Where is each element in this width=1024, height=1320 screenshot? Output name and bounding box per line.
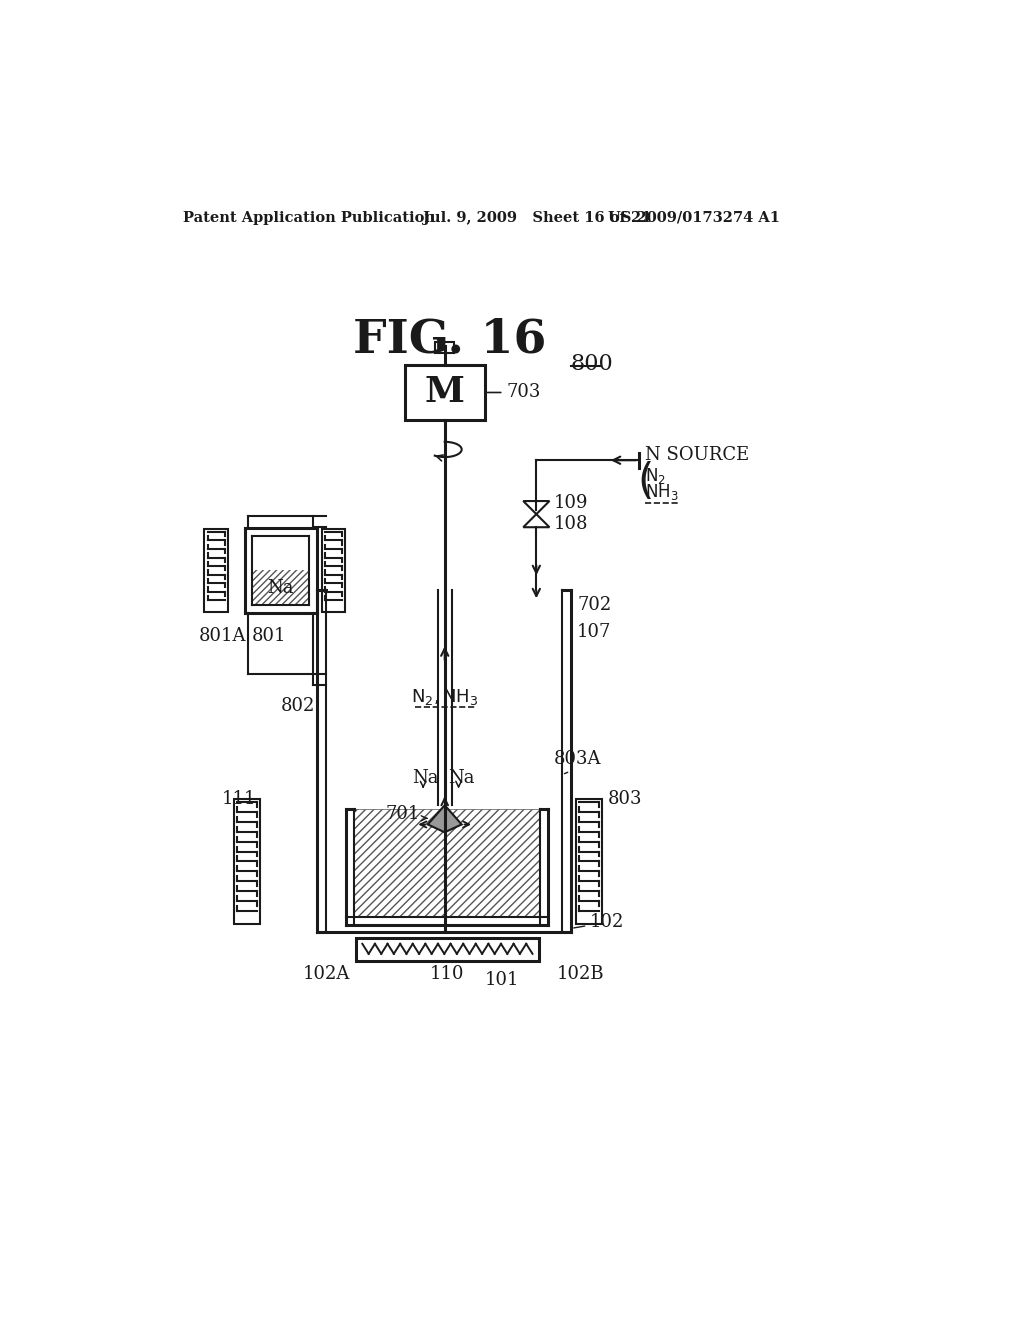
- Text: 110: 110: [430, 965, 465, 982]
- Text: 102A: 102A: [303, 965, 350, 982]
- Bar: [233, 799, 260, 924]
- Text: $\mathrm{N_2,NH_3}$: $\mathrm{N_2,NH_3}$: [411, 688, 478, 708]
- Bar: [322, 529, 345, 612]
- Text: $\mathrm{N_2}$: $\mathrm{N_2}$: [645, 466, 666, 486]
- Text: 803A: 803A: [554, 750, 601, 774]
- Text: Na: Na: [267, 578, 294, 597]
- Bar: [356, 937, 539, 961]
- Text: 101: 101: [484, 970, 519, 989]
- Text: Na: Na: [413, 770, 439, 787]
- Bar: [252, 570, 309, 605]
- Bar: [435, 342, 454, 354]
- Text: 102: 102: [573, 913, 625, 931]
- Polygon shape: [523, 502, 550, 515]
- Text: 102B: 102B: [557, 965, 605, 982]
- Polygon shape: [428, 805, 462, 833]
- Text: 801: 801: [252, 627, 287, 644]
- Text: FIG. 16: FIG. 16: [353, 317, 547, 362]
- Text: Na: Na: [447, 770, 474, 787]
- Polygon shape: [523, 515, 550, 527]
- Text: 108: 108: [553, 515, 588, 533]
- Text: M: M: [425, 375, 465, 409]
- Text: 109: 109: [553, 495, 588, 512]
- Text: 801A: 801A: [199, 627, 246, 644]
- Text: Jul. 9, 2009   Sheet 16 of 21: Jul. 9, 2009 Sheet 16 of 21: [423, 211, 651, 224]
- Text: 803: 803: [608, 789, 642, 808]
- Bar: [404, 364, 484, 420]
- Text: 703: 703: [487, 384, 541, 401]
- Text: $\mathrm{NH_3}$: $\mathrm{NH_3}$: [645, 482, 679, 502]
- Text: N SOURCE: N SOURCE: [645, 446, 750, 463]
- Text: $\left(\,\right.$: $\left(\,\right.$: [637, 461, 652, 503]
- Text: 701: 701: [386, 805, 420, 824]
- Text: 107: 107: [578, 623, 611, 642]
- Bar: [205, 529, 227, 612]
- Text: Patent Application Publication: Patent Application Publication: [183, 211, 435, 224]
- Text: 800: 800: [571, 354, 613, 375]
- Text: 802: 802: [281, 697, 315, 715]
- Text: US 2009/0173274 A1: US 2009/0173274 A1: [608, 211, 780, 224]
- Text: 702: 702: [578, 597, 611, 614]
- Text: 111: 111: [221, 789, 256, 808]
- Bar: [575, 799, 602, 924]
- Bar: [354, 809, 541, 917]
